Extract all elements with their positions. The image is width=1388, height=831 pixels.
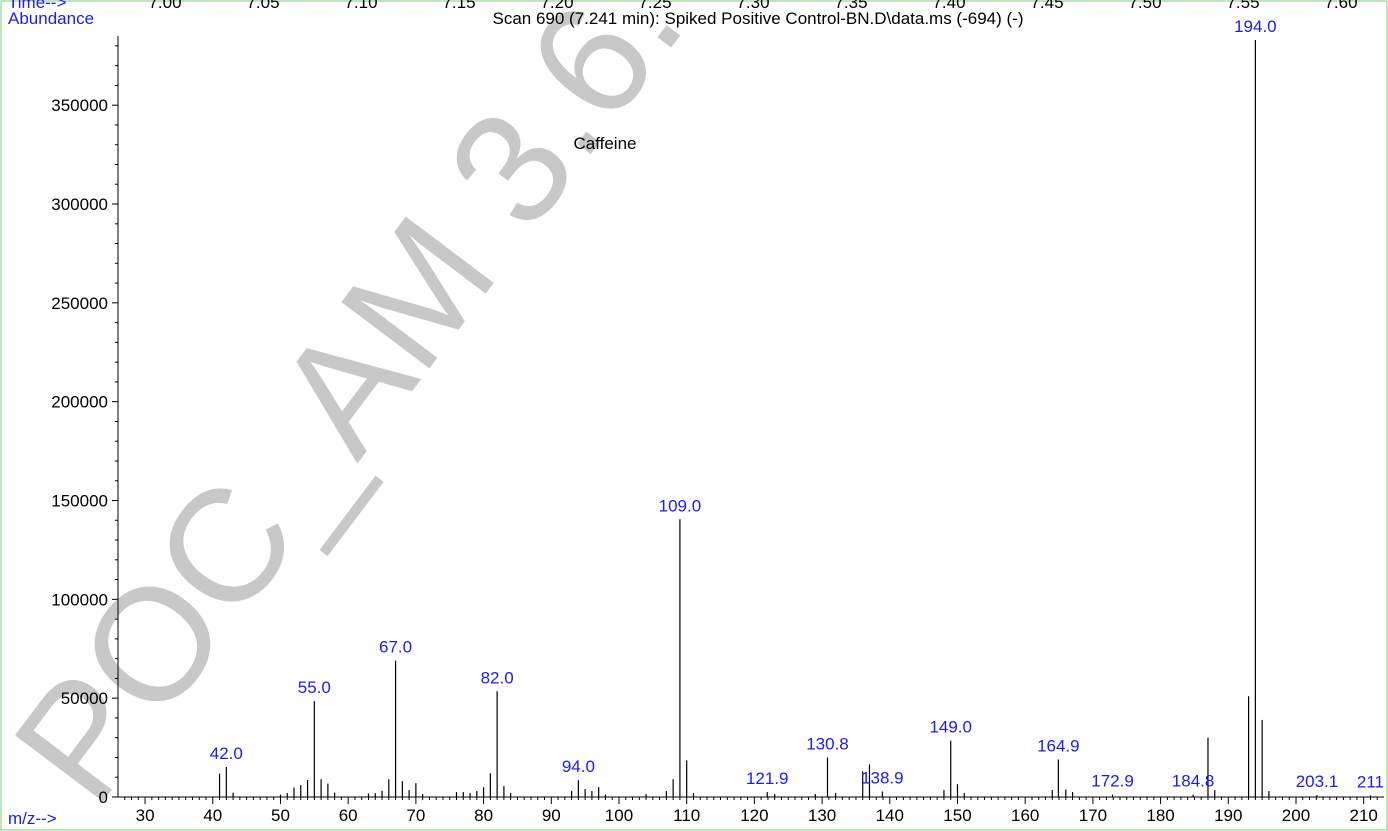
peak-label: 109.0 — [659, 496, 702, 515]
peak-label: 203.1 — [1296, 772, 1339, 791]
peak-bars — [218, 39, 1372, 797]
peak-label: 184.8 — [1172, 772, 1215, 791]
peak-label: 172.9 — [1091, 772, 1134, 791]
x-tick-label: 80 — [474, 806, 493, 825]
time-tick-label: 7.35 — [834, 0, 867, 12]
peak-label: 194.0 — [1234, 17, 1277, 36]
y-tick-label: 350000 — [51, 96, 108, 115]
y-tick-label: 150000 — [51, 492, 108, 511]
y-tick-label: 100000 — [51, 590, 108, 609]
x-tick-label: 70 — [406, 806, 425, 825]
x-tick-label: 110 — [673, 806, 700, 825]
time-tick-label: 7.15 — [442, 0, 475, 12]
peak-label: 67.0 — [379, 638, 412, 657]
time-tick-label: 7.50 — [1128, 0, 1161, 12]
peak-label: 121.9 — [746, 769, 789, 788]
time-tick-label: 7.55 — [1226, 0, 1259, 12]
x-tick-label: 150 — [943, 806, 971, 825]
x-tick-label: 170 — [1079, 806, 1107, 825]
chart-title: Scan 690 (7.241 min): Spiked Positive Co… — [493, 9, 1024, 28]
x-tick-label: 30 — [136, 806, 155, 825]
peak-label: 211 — [1357, 772, 1384, 791]
y-axis-title: Abundance — [8, 9, 94, 28]
x-tick-label: 200 — [1282, 806, 1310, 825]
time-tick-label: 7.30 — [736, 0, 769, 12]
x-tick-label: 210 — [1350, 806, 1378, 825]
x-tick-label: 40 — [203, 806, 222, 825]
axes: 0 50000 100000 150000 200000 250000 300000 3500… — [51, 36, 1384, 825]
x-tick-label: 160 — [1011, 806, 1039, 825]
peak-label: 149.0 — [929, 718, 972, 737]
peak-label: 130.8 — [806, 734, 849, 753]
peak-labels: 42.0 55.0 67.0 82.0 94.0 109.0 121.9 130.8 138.9… — [210, 17, 1384, 791]
peak-label: 138.9 — [861, 768, 904, 787]
compound-label: Caffeine — [573, 134, 636, 153]
time-tick-label: 7.05 — [246, 0, 279, 12]
x-tick-label: 120 — [740, 806, 768, 825]
peak-label: 82.0 — [481, 668, 514, 687]
y-tick-label: 200000 — [51, 393, 108, 412]
y-tick-label: 0 — [99, 788, 108, 807]
time-tick-label: 7.20 — [540, 0, 573, 12]
time-tick-label: 7.60 — [1324, 0, 1357, 12]
x-tick-label: 190 — [1214, 806, 1242, 825]
y-tick-label: 250000 — [51, 294, 108, 313]
time-tick-label: 7.10 — [344, 0, 377, 12]
time-tick-label: 7.00 — [148, 0, 181, 12]
peak-label: 164.9 — [1037, 736, 1080, 755]
x-tick-label: 100 — [605, 806, 633, 825]
y-tick-label: 50000 — [61, 689, 108, 708]
x-tick-label: 130 — [808, 806, 836, 825]
x-tick-label: 60 — [339, 806, 358, 825]
peak-label: 42.0 — [210, 744, 243, 763]
time-header: Time--> 7.00 7.05 7.10 7.15 7.20 7.25 7.30 7.35… — [8, 0, 1358, 12]
time-tick-label: 7.45 — [1030, 0, 1063, 12]
x-tick-label: 140 — [876, 806, 904, 825]
x-tick-label: 50 — [271, 806, 290, 825]
x-tick-label: 90 — [542, 806, 561, 825]
time-tick-label: 7.40 — [932, 0, 965, 12]
peak-label: 94.0 — [562, 757, 595, 776]
y-tick-label: 300000 — [51, 195, 108, 214]
x-tick-label: 180 — [1146, 806, 1174, 825]
time-axis-label: Time--> — [8, 0, 66, 12]
time-tick-label: 7.25 — [638, 0, 671, 12]
peak-label: 55.0 — [298, 678, 331, 697]
x-axis-title: m/z--> — [8, 809, 57, 828]
